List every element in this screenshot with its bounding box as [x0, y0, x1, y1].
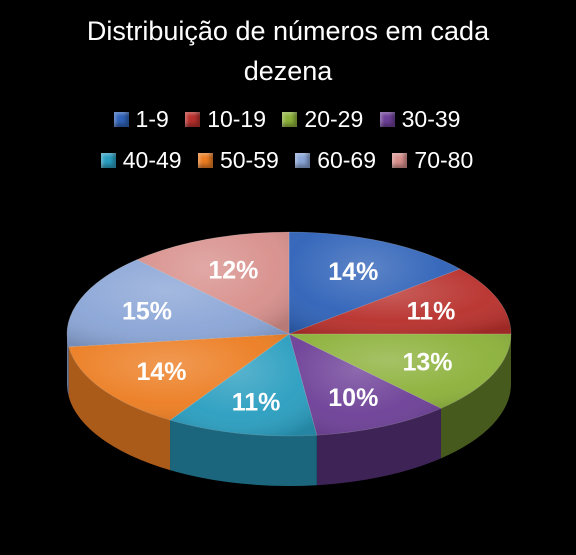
legend-item-50-59: 50-59 — [197, 147, 279, 174]
pie-labels: 14% 11% 13% 10% 11% 14% 15% 12% — [122, 257, 455, 417]
legend-row-2: 40-49 50-59 60-69 70-80 — [0, 147, 576, 174]
legend-label: 40-49 — [122, 147, 182, 173]
legend-swatch — [295, 153, 311, 168]
data-label-40-49: 11% — [232, 389, 281, 417]
pie-slice-shine — [137, 232, 289, 334]
pie-slice-shine — [289, 232, 461, 334]
legend-item-40-49: 40-49 — [100, 147, 182, 174]
legend-item-70-80: 70-80 — [392, 147, 473, 174]
legend-label: 50-59 — [219, 147, 279, 173]
data-label-30-39: 10% — [328, 384, 378, 412]
legend-label: 70-80 — [414, 147, 474, 173]
legend-swatch — [185, 112, 201, 127]
pie-side-60-69 — [67, 334, 69, 397]
pie-slice-shine — [289, 268, 511, 334]
pie-slice-shine — [66, 259, 289, 347]
data-label-1-9: 14% — [328, 258, 378, 286]
legend-swatch — [197, 153, 213, 168]
chart-title-line-1: Distribuição de números em cada — [86, 16, 490, 46]
legend-label: 30-39 — [401, 106, 461, 132]
legend-label: 1-9 — [135, 106, 169, 132]
legend-label: 60-69 — [317, 147, 377, 173]
legend-swatch — [113, 112, 129, 127]
chart-title-line-2: dezena — [243, 56, 333, 86]
legend-label: 20-29 — [304, 106, 364, 132]
legend-item-20-29: 20-29 — [282, 106, 363, 133]
pie-side-30-39 — [316, 408, 441, 486]
legend-item-10-19: 10-19 — [185, 106, 266, 133]
data-label-50-59: 14% — [136, 358, 186, 386]
legend-swatch — [100, 153, 116, 168]
data-label-10-19: 11% — [407, 298, 456, 326]
pie-side-40-49 — [170, 420, 317, 486]
legend-item-1-9: 1-9 — [113, 106, 169, 133]
pie-slice-shine — [289, 334, 441, 436]
pie-side-50-59 — [68, 346, 171, 471]
legend-item-30-39: 30-39 — [379, 106, 461, 133]
data-label-60-69: 15% — [122, 298, 172, 326]
legend-label: 10-19 — [207, 106, 267, 132]
pie-side-20-29 — [440, 334, 511, 459]
pie-slice-shine — [170, 334, 317, 437]
data-label-20-29: 13% — [402, 349, 452, 377]
legend-swatch — [282, 112, 298, 127]
pie-tops — [66, 231, 512, 437]
legend-swatch — [392, 153, 408, 168]
pie-sides — [67, 334, 511, 486]
legend-item-60-69: 60-69 — [295, 147, 376, 174]
data-label-70-80: 12% — [208, 257, 258, 285]
legend-row-1: 1-9 10-19 20-29 30-39 — [0, 106, 576, 133]
legend-swatch — [379, 112, 395, 127]
pie-slice-shine — [289, 334, 511, 409]
pie-slice-shine — [68, 334, 289, 421]
